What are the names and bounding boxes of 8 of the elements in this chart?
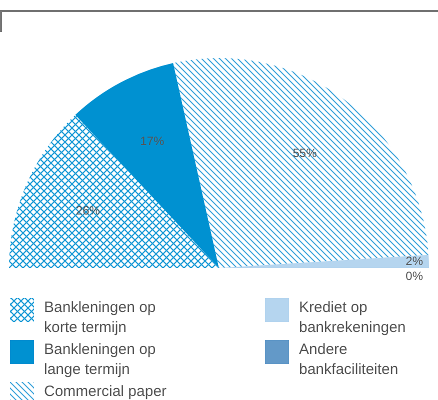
- legend-label: Commercial paper: [44, 383, 167, 400]
- legend-label: Krediet op bankrekeningen: [299, 299, 406, 336]
- data-label: 2%: [406, 254, 424, 268]
- legend-label: Andere bankfaciliteiten: [299, 341, 398, 378]
- text: 0%: [406, 269, 423, 283]
- legend-label: Bankleningen op lange termijn: [44, 341, 156, 378]
- data-label: 17%: [140, 134, 165, 148]
- legend-label: Bankleningen op korte termijn: [44, 299, 156, 336]
